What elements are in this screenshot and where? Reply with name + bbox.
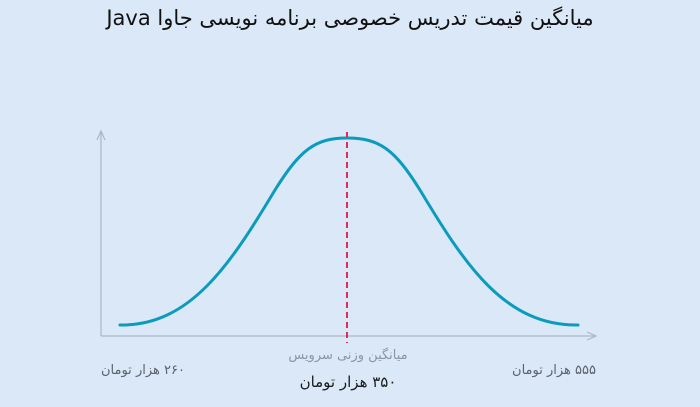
mean-value-label: ۳۵۰ هزار تومان xyxy=(299,373,397,391)
min-price-label: ۲۶۰ هزار تومان xyxy=(101,363,185,378)
y-axis-arrow xyxy=(96,129,106,141)
mean-caption: میانگین وزنی سرویس xyxy=(288,348,408,363)
x-axis-arrow xyxy=(586,331,598,341)
chart-title: میانگین قیمت تدریس خصوصی برنامه نویسی جا… xyxy=(106,6,594,30)
max-price-label: ۵۵۵ هزار تومان xyxy=(512,363,596,378)
distribution-curve xyxy=(118,136,580,327)
